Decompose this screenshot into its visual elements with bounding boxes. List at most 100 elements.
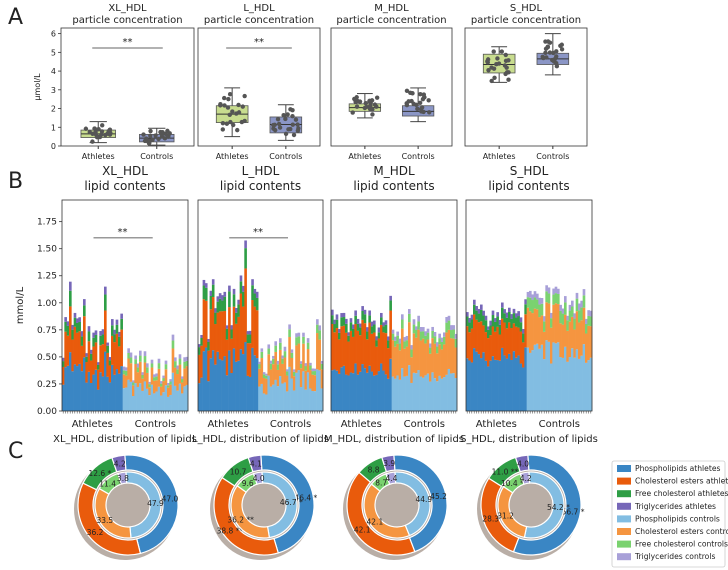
bar-segment-phospholipids — [139, 383, 142, 411]
bar-segment-triglycerides — [361, 306, 364, 311]
data-point — [271, 126, 276, 131]
bar-segment-phospholipids — [533, 344, 537, 411]
bar-segment-phospholipids — [202, 351, 206, 411]
bar-segment-phospholipids — [141, 390, 144, 411]
bar-segment-triglycerides — [272, 355, 275, 359]
bar-segment-triglycerides — [515, 313, 518, 318]
bar-segment-triglycerides — [66, 321, 70, 326]
bar-segment-triglycerides — [380, 312, 383, 318]
bar-segment-free-cholesterol — [311, 371, 315, 375]
bar-segment-triglycerides — [580, 300, 583, 308]
bar-segment-triglycerides — [533, 291, 537, 298]
bar-segment-cholesterol-esters — [167, 387, 170, 397]
data-point — [162, 136, 168, 141]
bar-segment-cholesterol-esters — [216, 312, 220, 352]
subplot-title-line2: lipid contents — [220, 179, 301, 193]
bar-segment-triglycerides — [529, 290, 532, 298]
bar-segment-cholesterol-esters — [141, 378, 144, 391]
bar-segment-free-cholesterol — [143, 356, 147, 363]
bar-segment-phospholipids — [564, 346, 567, 411]
bar-segment-phospholipids — [66, 365, 70, 411]
bar-segment-triglycerides — [164, 360, 168, 365]
bar-segment-cholesterol-esters — [408, 322, 411, 366]
donut-chart: 47.0 36.2 12.6 *4.2 47.9 33.5 11.4 *3.8 — [74, 454, 179, 560]
bar-segment-phospholipids — [214, 364, 217, 411]
bar-segment-triglycerides — [111, 319, 114, 326]
bar-segment-cholesterol-esters — [587, 325, 590, 361]
bar-segment-phospholipids — [127, 379, 130, 411]
bar-segment-phospholipids — [433, 378, 437, 411]
bar-segment-free-cholesterol — [183, 361, 186, 369]
bar-segment-free-cholesterol — [475, 310, 478, 320]
bar-segment-triglycerides — [290, 349, 294, 353]
bar-segment-free-cholesterol — [80, 336, 84, 346]
bar-segment-free-cholesterol — [141, 374, 144, 379]
bar-segment-triglycerides — [419, 327, 423, 332]
bar-segment-phospholipids — [519, 363, 523, 411]
bar-segment-triglycerides — [345, 318, 348, 324]
bar-segment-phospholipids — [419, 376, 423, 411]
bar-segment-triglycerides — [438, 333, 441, 339]
bar-segment-phospholipids — [377, 371, 381, 411]
bar-segment-phospholipids — [160, 395, 163, 411]
bar-segment-cholesterol-esters — [473, 314, 476, 349]
bar-segment-cholesterol-esters — [468, 332, 471, 361]
ring-athletes-label: 11.0 ** — [492, 467, 519, 476]
bar-segment-phospholipids — [482, 352, 485, 411]
bar-segment-free-cholesterol — [237, 304, 240, 317]
bar-segment-triglycerides — [83, 299, 86, 306]
bar-segment-free-cholesterol — [431, 330, 434, 339]
bar-segment-cholesterol-esters — [403, 348, 406, 377]
bar-segment-free-cholesterol — [396, 335, 399, 344]
bar-segment-phospholipids — [148, 395, 151, 411]
bar-segment-cholesterol-esters — [253, 306, 257, 356]
bar-segment-phospholipids — [531, 350, 534, 411]
bar-segment-free-cholesterol — [136, 367, 140, 373]
bar-segment-cholesterol-esters — [578, 322, 581, 359]
data-point — [506, 77, 511, 82]
panel-c-legend: Phospholipids athletes Cholesterol esters… — [611, 460, 728, 568]
bar-segment-free-cholesterol — [582, 295, 586, 308]
bar-segment-free-cholesterol — [487, 329, 490, 339]
bar-segment-free-cholesterol — [125, 370, 128, 376]
bar-segment-phospholipids — [412, 372, 416, 411]
bar-segment-triglycerides — [375, 336, 378, 341]
ring-controls-label: 54.2 * — [547, 503, 570, 512]
bar-segment-cholesterol-esters — [559, 323, 562, 358]
bar-segment-phospholipids — [450, 373, 453, 411]
bar-segment-phospholipids — [237, 360, 240, 411]
bar-segment-triglycerides — [517, 311, 520, 317]
bar-segment-triglycerides — [450, 325, 453, 331]
bar-segment-cholesterol-esters — [443, 344, 446, 378]
subplot-title-line2: lipid contents — [488, 179, 569, 193]
data-point — [550, 57, 555, 63]
bar-segment-cholesterol-esters — [564, 314, 567, 347]
bar-segment-free-cholesterol — [176, 369, 179, 375]
x-tick-label: Controls — [269, 152, 302, 161]
bar-segment-phospholipids — [536, 343, 539, 411]
bar-segment-free-cholesterol — [122, 370, 126, 375]
ring-athletes-label: 3.9 — [383, 459, 395, 468]
bar-segment-free-cholesterol — [181, 379, 184, 383]
bar-segment-triglycerides — [510, 314, 513, 319]
bar-segment-cholesterol-esters — [94, 342, 98, 370]
bar-segment-phospholipids — [382, 370, 385, 411]
bar-segment-triglycerides — [554, 286, 558, 294]
bar-segment-phospholipids — [403, 376, 406, 411]
bar-segment-triglycerides — [297, 332, 301, 337]
bar-segment-phospholipids — [297, 370, 301, 411]
bar-segment-cholesterol-esters — [401, 328, 404, 369]
bar-segment-phospholipids — [320, 388, 324, 411]
bar-segment-free-cholesterol — [498, 324, 502, 335]
bar-segment-triglycerides — [216, 296, 220, 302]
bar-segment-triglycerides — [211, 279, 215, 285]
bar-segment-phospholipids — [164, 385, 168, 411]
bar-segment-phospholipids — [292, 390, 296, 411]
bar-segment-free-cholesterol — [331, 315, 334, 325]
bar-segment-cholesterol-esters — [129, 363, 133, 382]
bar-segment-cholesterol-esters — [185, 366, 189, 385]
bar-segment-cholesterol-esters — [415, 337, 418, 374]
bar-segment-phospholipids — [94, 369, 98, 411]
bar-segment-cholesterol-esters — [438, 344, 441, 376]
